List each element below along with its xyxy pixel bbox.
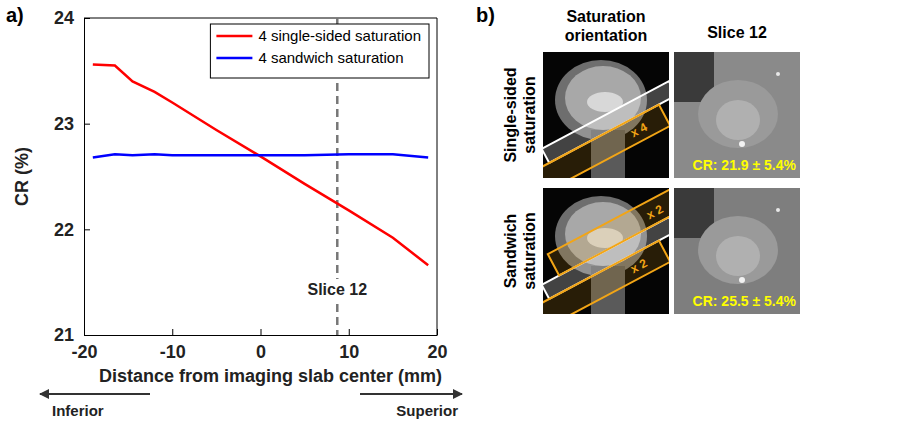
slab-count: x 4 [628, 120, 650, 140]
tick-mark [261, 329, 262, 335]
label-background [304, 279, 370, 300]
legend-label: 4 sandwich saturation [258, 49, 403, 66]
tick: 21 [54, 325, 90, 345]
slice-image [674, 188, 800, 314]
direction-label: Superior [396, 402, 458, 419]
brainstem-core [716, 236, 760, 276]
tick-mark [84, 335, 90, 336]
direction-arrow [360, 393, 462, 395]
legend-swatch [216, 57, 252, 60]
tick-mark [84, 18, 90, 19]
image-background [674, 52, 800, 178]
tick: 20 [427, 329, 447, 362]
row-label: Sandwichsaturation [502, 212, 538, 289]
tick-label: 23 [54, 114, 74, 134]
tick-mark [84, 124, 90, 125]
tick-mark [437, 329, 438, 335]
tick-label: 22 [54, 220, 74, 240]
y-axis: 21 22 23 24 [54, 8, 90, 345]
legend-label: 4 single-sided saturation [258, 27, 421, 44]
axis-line [84, 19, 85, 336]
x-axis-title: Distance from imaging slab center (mm) [99, 366, 442, 386]
tick-label: 24 [54, 8, 74, 28]
annotation-label: Slice 12 [307, 281, 367, 298]
tick-label: 0 [256, 342, 266, 362]
tick-label: -20 [71, 342, 97, 362]
slab-box [543, 241, 669, 314]
legend: 4 single-sided saturation 4 sandwich satu… [210, 24, 429, 78]
orientation-image: x 4 [543, 52, 669, 178]
tick-label: 21 [54, 325, 74, 345]
panel-label: a) [6, 4, 24, 26]
saturation-slab: x 2 [543, 241, 669, 314]
tick-label: 10 [339, 342, 359, 362]
vessel [776, 208, 780, 212]
orientation-image: x 2 x 2 [543, 188, 669, 314]
tick-label: -10 [160, 342, 186, 362]
figure: a) -20 -10 0 10 20 21 22 23 24 Distance from imagi… [0, 0, 921, 423]
brainstem-core [716, 100, 760, 140]
vessel [776, 72, 780, 76]
panel-label: b) [476, 4, 495, 26]
brainstem [698, 216, 778, 284]
tick: 0 [256, 329, 266, 362]
slab-box [543, 105, 669, 178]
column-head: Saturationorientation [565, 8, 648, 44]
slab-count: x 2 [628, 256, 650, 276]
legend-swatch [216, 35, 252, 38]
frame [437, 18, 438, 335]
tick: 10 [339, 329, 359, 362]
vessel [739, 141, 745, 147]
series-line [93, 154, 428, 157]
cr-label: CR: 25.5 ± 5.4% [693, 293, 797, 309]
row-label: Single-sidedsaturation [502, 67, 538, 162]
brainstem [698, 80, 778, 148]
tick: -10 [160, 329, 186, 362]
vessel [739, 277, 745, 283]
cr-label: CR: 21.9 ± 5.4% [693, 157, 797, 173]
slab-count: x 2 [644, 202, 666, 222]
tick: 22 [54, 220, 90, 240]
direction-arrow [40, 393, 150, 395]
slice-image [674, 52, 800, 178]
column-head: Slice 12 [707, 24, 767, 41]
direction-label: Inferior [52, 402, 104, 419]
tick-mark [349, 329, 350, 335]
y-axis-title: CR (%) [12, 147, 32, 206]
legend-box [210, 24, 429, 78]
tick-mark [84, 229, 90, 230]
tick-label: 20 [427, 342, 447, 362]
axis-line [85, 335, 438, 336]
plot-area [93, 18, 428, 335]
image-background [674, 188, 800, 314]
saturation-slab: x 4 [543, 105, 669, 178]
series-line [93, 64, 428, 265]
x-axis: -20 -10 0 10 20 [71, 329, 447, 362]
tick: 23 [54, 114, 90, 134]
frame [84, 18, 437, 19]
tick: 24 [54, 8, 90, 28]
tick-mark [172, 329, 173, 335]
